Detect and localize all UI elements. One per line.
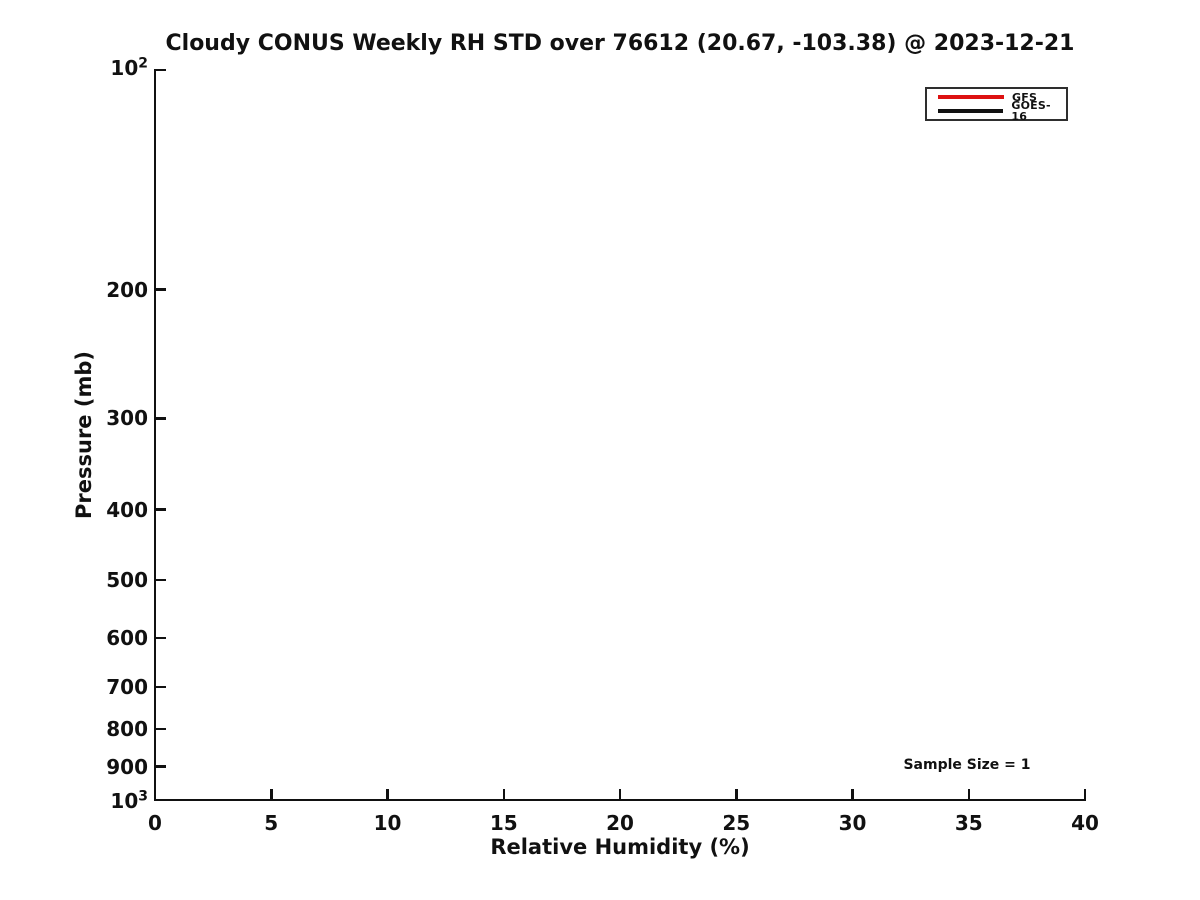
y-axis-label: Pressure (mb) (72, 351, 96, 519)
y-tick (156, 685, 166, 689)
legend-entry-gfs: GFS (938, 92, 1066, 103)
x-tick-label: 10 (373, 811, 402, 835)
y-tick (156, 578, 166, 582)
chart-title: Cloudy CONUS Weekly RH STD over 76612 (2… (165, 31, 1075, 56)
y-tick (156, 508, 166, 511)
y-tick-label: 103 (110, 788, 148, 813)
y-tick (156, 727, 166, 731)
y-tick-label: 800 (106, 717, 148, 742)
y-tick-label: 102 (110, 55, 148, 80)
x-tick (270, 789, 273, 799)
y-tick-label: 900 (106, 754, 148, 779)
y-tick-label: 300 (106, 406, 148, 431)
legend-label-gfs: GFS (1012, 90, 1038, 104)
y-tick (156, 417, 166, 420)
x-tick (967, 789, 970, 799)
x-tick-label: 5 (264, 811, 279, 835)
sample-size-annotation: Sample Size = 1 (903, 757, 1031, 773)
legend-line-goes16-icon (938, 109, 1004, 113)
x-axis-label: Relative Humidity (%) (490, 835, 750, 859)
legend-line-gfs-icon (938, 95, 1004, 99)
x-tick (1083, 789, 1087, 799)
x-tick (153, 789, 157, 799)
x-tick-label: 0 (148, 811, 162, 835)
x-tick (735, 789, 738, 799)
y-tick (156, 68, 166, 72)
x-tick (618, 789, 622, 799)
x-tick (502, 789, 505, 799)
x-tick-label: 25 (722, 811, 751, 835)
y-tick (156, 636, 166, 640)
y-tick-label: 700 (106, 674, 148, 699)
legend: GFS GOES-16 (925, 87, 1068, 122)
y-tick (156, 798, 166, 802)
y-tick (156, 288, 166, 291)
legend-label-goes16: GOES-16 (1011, 99, 1051, 123)
x-tick-label: 30 (838, 811, 867, 835)
x-tick-label: 20 (606, 811, 634, 835)
x-axis-spine (153, 798, 1087, 802)
x-tick (851, 789, 854, 799)
y-tick-label: 600 (106, 626, 148, 651)
x-tick (386, 789, 389, 799)
y-tick-label: 500 (106, 568, 148, 593)
x-tick-label: 35 (954, 811, 983, 835)
y-tick-label: 400 (106, 497, 148, 522)
y-tick (156, 765, 166, 768)
x-tick-label: 15 (489, 811, 518, 835)
y-tick-label: 200 (106, 277, 148, 302)
x-tick-label: 40 (1071, 811, 1099, 835)
legend-entry-goes16: GOES-16 (938, 100, 1066, 122)
y-axis-spine (153, 68, 157, 802)
